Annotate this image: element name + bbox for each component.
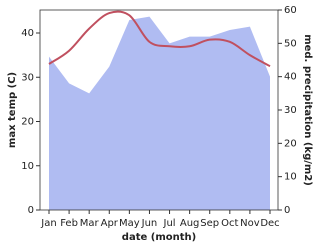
precipitation-area (49, 16, 270, 210)
temp-line (48, 10, 271, 68)
x-tick-label: Jun (141, 218, 158, 229)
x-tick-label: Mar (80, 218, 100, 229)
y2-tick-label: 20 (284, 138, 297, 149)
x-tick-label: Aug (180, 218, 200, 229)
y2-tick-label: 60 (284, 5, 297, 16)
y-tick-label: 0 (28, 205, 34, 216)
x-tick-label: Dec (260, 218, 279, 229)
x-tick-label: Jan (40, 218, 56, 229)
x-tick-label: Feb (60, 218, 78, 229)
x-tick-label: May (119, 218, 140, 229)
y2-tick-label: 30 (284, 105, 297, 116)
x-tick-label: Apr (101, 218, 119, 229)
y-tick-label: 30 (21, 72, 34, 83)
x-tick-label: Jul (163, 218, 176, 229)
x-axis-title: date (month) (122, 232, 196, 243)
x-tick-label: Nov (240, 218, 260, 229)
x-tick-label: Sep (200, 218, 219, 229)
y-axis-title: max temp (C) (7, 72, 18, 148)
y-tick-label: 40 (21, 28, 34, 39)
y-tick-label: 20 (21, 117, 34, 128)
y2-tick-label: 50 (284, 38, 297, 49)
x-tick-label: Oct (221, 218, 238, 229)
y2-tick-label: 10 (284, 172, 297, 183)
y2-tick-label: 0 (284, 205, 290, 216)
y-tick-label: 10 (21, 161, 34, 172)
y2-axis-title: med. precipitation (kg/m2) (302, 34, 313, 186)
y2-tick-label: 40 (284, 72, 297, 83)
